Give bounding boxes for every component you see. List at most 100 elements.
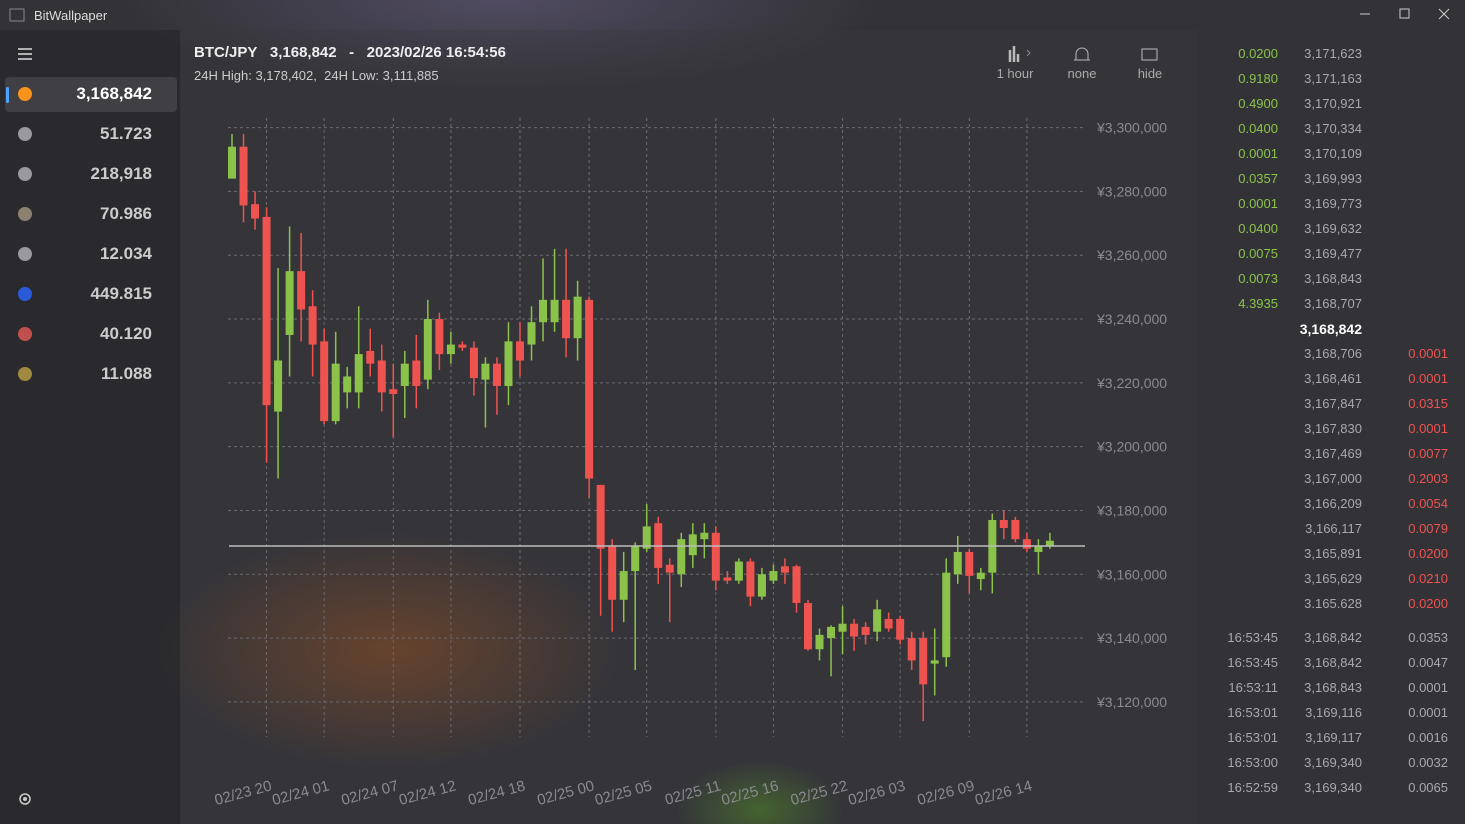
hide-icon[interactable] (1141, 48, 1158, 61)
ask-size: 0.0200 (1238, 46, 1278, 61)
trade-size: 0.0016 (1408, 730, 1448, 745)
selected-row (5, 77, 177, 112)
bid-price: 3,165,891 (1304, 546, 1362, 561)
x-tick-label: 02/26 14 (973, 777, 1034, 809)
stats-line: 24H High: 3,178,402, 24H Low: 3,111,885 (194, 68, 439, 83)
datetime: 2023/02/26 16:54:56 (366, 44, 506, 61)
ask-price: 3,171,623 (1304, 46, 1362, 61)
candle-body (873, 609, 882, 632)
ask-size: 0.0357 (1238, 171, 1278, 186)
candle-body (527, 322, 536, 345)
candle-body (285, 271, 294, 335)
coin-value[interactable]: 11.088 (100, 364, 152, 383)
candle-body (769, 571, 778, 581)
ask-price: 3,168,843 (1304, 271, 1362, 286)
candle-body (1022, 539, 1031, 549)
alert-icon[interactable] (1074, 47, 1090, 61)
coin-icon[interactable] (18, 127, 32, 141)
x-tick-label: 02/24 07 (340, 777, 401, 809)
title-bar: BitWallpaper (9, 8, 1450, 23)
selected-indicator (6, 87, 9, 103)
trade-time: 16:53:45 (1227, 630, 1278, 645)
candle-body (423, 319, 432, 380)
coin-value[interactable]: 51.723 (100, 124, 152, 143)
candle-body (354, 354, 363, 393)
candle-body (999, 520, 1008, 529)
coin-icon[interactable] (18, 327, 32, 341)
candle-body (850, 623, 859, 637)
coin-value[interactable]: 3,168,842 (76, 84, 152, 103)
toolbar-label[interactable]: 1 hour (996, 66, 1034, 81)
candle-body (953, 551, 962, 575)
coin-value[interactable]: 218,918 (90, 164, 152, 183)
trade-price: 3,168,842 (1304, 630, 1362, 645)
candle-body (757, 574, 766, 597)
trade-size: 0.0032 (1408, 755, 1448, 770)
coin-icon[interactable] (18, 87, 32, 101)
candle-body (492, 363, 501, 387)
toolbar-icons (1008, 46, 1158, 62)
header-price: 3,168,842 (269, 44, 337, 61)
bid-size: 0.0315 (1408, 396, 1448, 411)
ask-price: 3,170,921 (1304, 96, 1362, 111)
coin-value[interactable]: 40.120 (100, 324, 152, 343)
ask-price: 3,170,334 (1304, 121, 1362, 136)
y-tick-label: ¥3,280,000 (1096, 183, 1167, 199)
header-line: BTC/JPY 3,168,842 - 2023/02/26 16:54:56 (194, 44, 506, 61)
coin-icon[interactable] (18, 247, 32, 261)
coin-value[interactable]: 449.815 (90, 284, 152, 303)
settings-button[interactable] (19, 793, 31, 805)
y-tick-label: ¥3,200,000 (1096, 439, 1167, 455)
candle-body (481, 363, 490, 380)
close-button[interactable] (1438, 8, 1450, 20)
trade-size: 0.0001 (1408, 680, 1448, 695)
coin-icon[interactable] (18, 167, 32, 181)
trade-time: 16:53:00 (1227, 755, 1278, 770)
candle-body (446, 344, 455, 355)
candlestick-chart: ¥3,120,000 ¥3,140,000 ¥3,160,000 ¥3,180,000… (213, 118, 1167, 809)
candle-body (1045, 540, 1054, 546)
coin-value[interactable]: 70.986 (100, 204, 152, 223)
coin-icon[interactable] (18, 287, 32, 301)
ask-price: 3,169,477 (1304, 246, 1362, 261)
bid-size: 0.0210 (1408, 571, 1448, 586)
toolbar-label[interactable]: none (1067, 66, 1097, 81)
candle-body (838, 623, 847, 632)
candle-body (642, 526, 651, 549)
x-tick-label: 02/26 03 (846, 777, 907, 809)
coin-icon[interactable] (18, 367, 32, 381)
coin-value[interactable]: 12.034 (100, 244, 152, 263)
low-value: 3,111,885 (382, 68, 439, 83)
sidebar: 3,168,842 51.723 218,918 70.986 12.034 449.81… (0, 30, 180, 824)
candle-body (262, 216, 271, 406)
candle-body (585, 299, 594, 479)
coin-icon[interactable] (18, 207, 32, 221)
candle-body (320, 341, 329, 422)
candle-body (965, 551, 974, 576)
candle-body (780, 566, 789, 573)
candle-body (896, 618, 905, 640)
maximize-button[interactable] (1399, 8, 1410, 19)
toolbar-label[interactable]: hide (1137, 66, 1163, 81)
trade-price: 3,168,843 (1304, 680, 1362, 695)
candle-body (239, 146, 248, 206)
bid-size: 0.0001 (1408, 371, 1448, 386)
candle-body (827, 626, 836, 639)
candle-body (688, 534, 697, 556)
trade-time: 16:53:01 (1227, 730, 1278, 745)
bid-price: 3,166,209 (1304, 496, 1362, 511)
bid-price: 3,165,628 (1304, 596, 1362, 608)
candle-body (919, 638, 928, 685)
ask-price: 3,170,109 (1304, 146, 1362, 161)
x-tick-label: 02/25 11 (663, 777, 723, 808)
trade-size: 0.0065 (1408, 780, 1448, 795)
candle-body (458, 344, 467, 348)
trade-size: 0.0047 (1408, 655, 1448, 670)
candle-body (884, 618, 893, 629)
interval-icon[interactable] (1008, 46, 1020, 62)
chart-panel (181, 30, 1197, 824)
chevron (1026, 49, 1031, 57)
menu-button[interactable] (18, 48, 32, 60)
